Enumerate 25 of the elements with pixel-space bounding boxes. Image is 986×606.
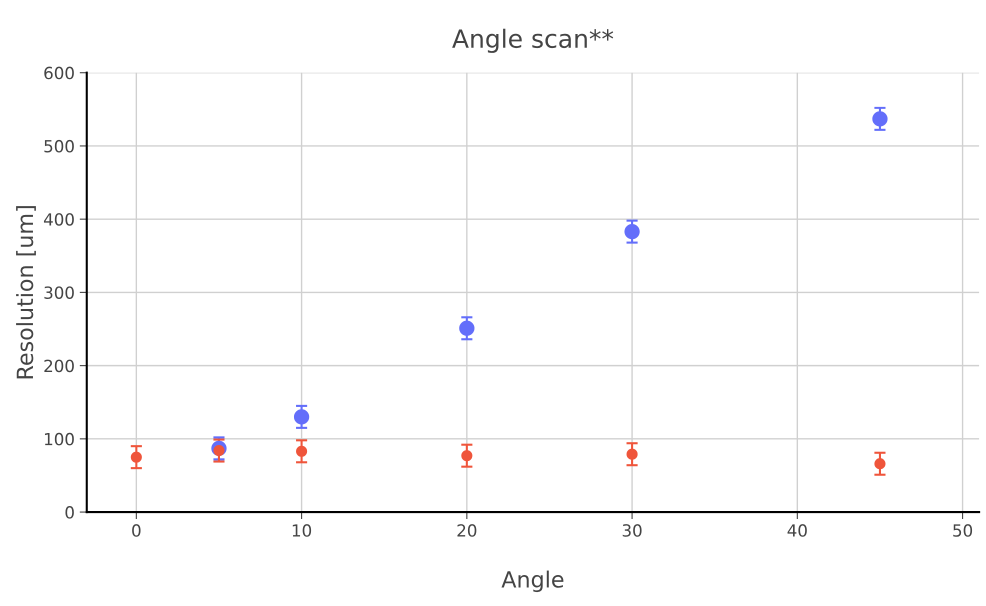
point xyxy=(130,452,142,463)
point xyxy=(624,224,640,240)
point xyxy=(294,409,310,425)
y-axis-title: Resolution [um] xyxy=(16,206,36,378)
x-tick-label: 40 xyxy=(788,524,807,537)
chart-title: Angle scan** xyxy=(452,28,614,53)
x-tick-label: 0 xyxy=(132,524,141,537)
point xyxy=(459,320,474,336)
point xyxy=(461,450,472,462)
point xyxy=(874,458,886,470)
y-tick-label: 400 xyxy=(44,213,74,226)
y-tick-label: 500 xyxy=(44,140,74,153)
point xyxy=(626,448,638,460)
y-tick-label: 0 xyxy=(65,506,74,519)
y-tick-label: 600 xyxy=(44,66,74,80)
point xyxy=(872,111,888,126)
x-tick-label: 20 xyxy=(457,524,476,537)
y-tick-label: 100 xyxy=(44,432,74,446)
point xyxy=(296,446,308,457)
x-tick-label: 10 xyxy=(292,524,312,537)
y-tick-label: 300 xyxy=(44,286,74,299)
x-tick-label: 50 xyxy=(953,524,972,537)
x-axis-title: Angle xyxy=(501,570,564,592)
y-tick-label: 200 xyxy=(44,360,74,372)
x-tick-label: 30 xyxy=(622,524,642,537)
